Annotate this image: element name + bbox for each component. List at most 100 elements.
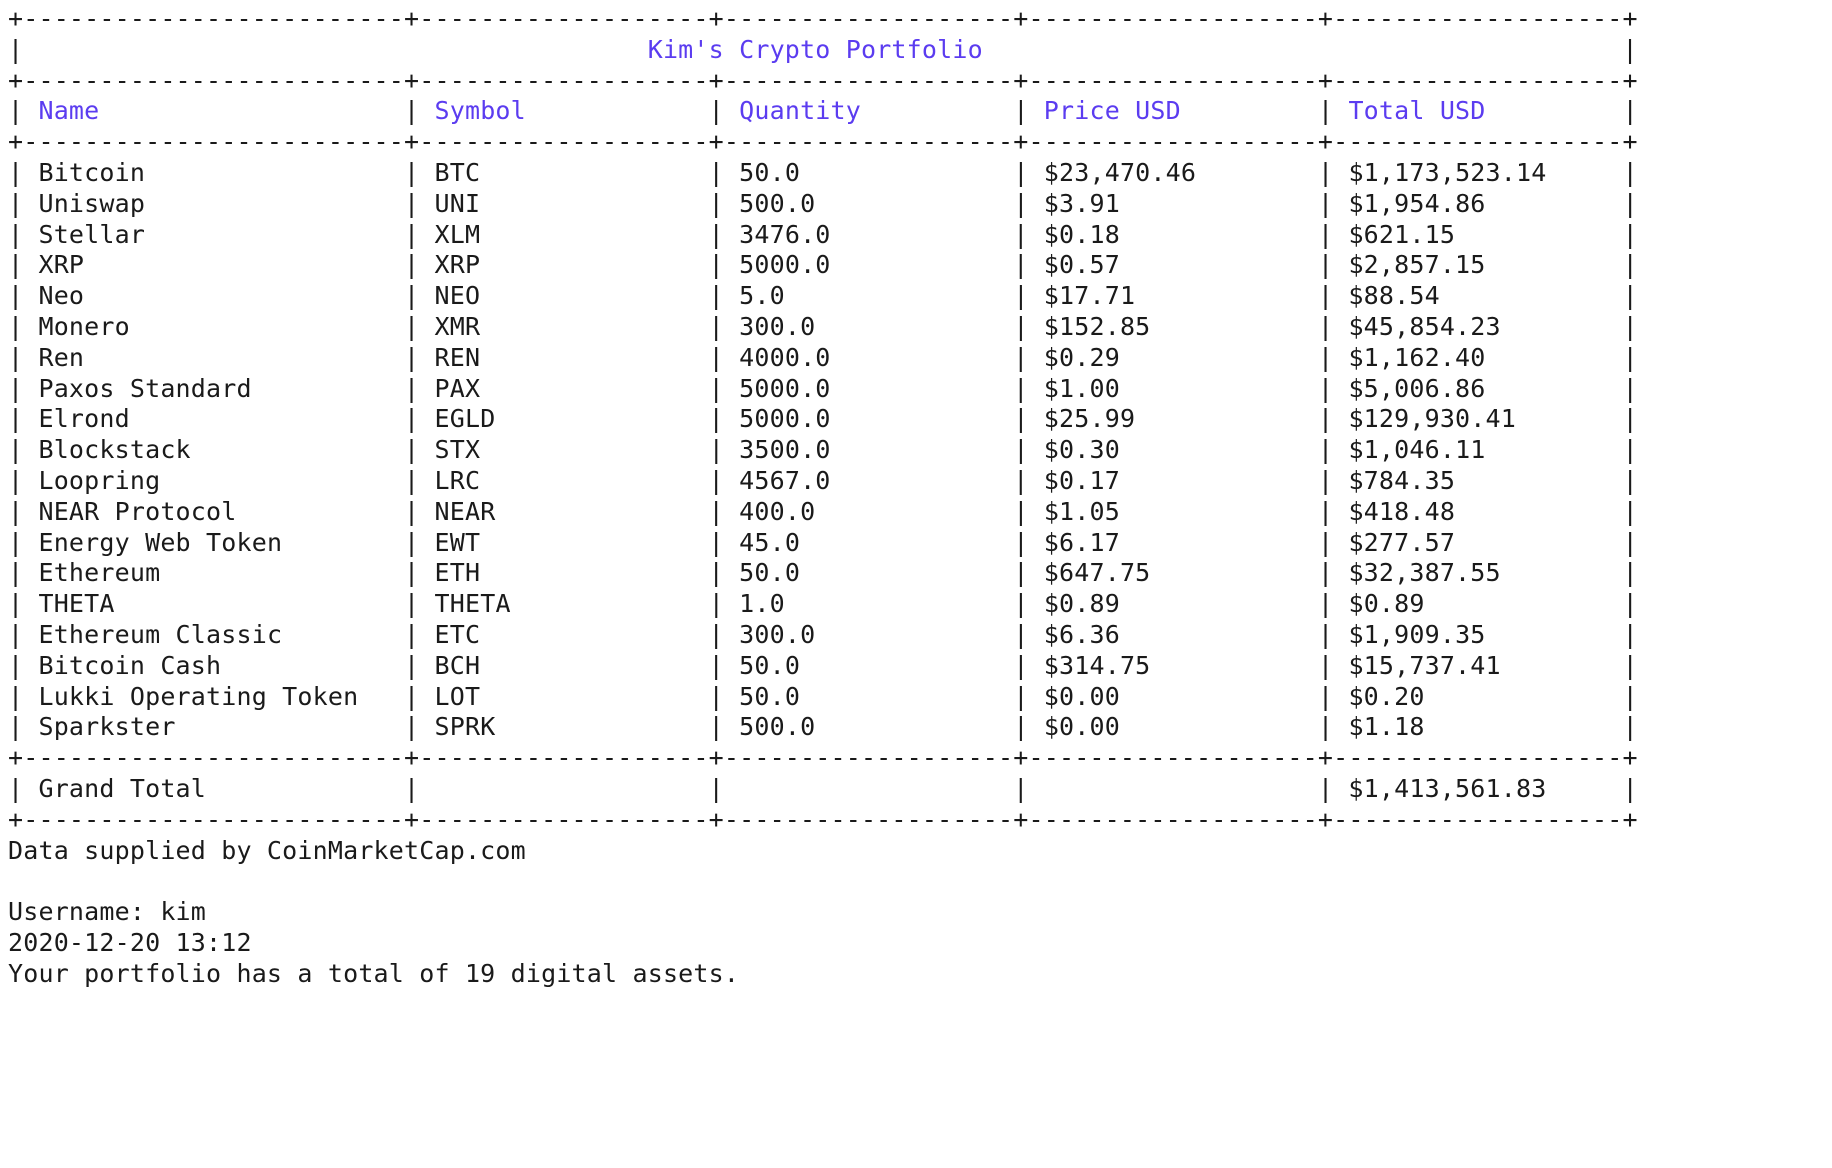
column-header-price-usd: Price USD bbox=[1043, 96, 1181, 126]
cell-name: Sparkster bbox=[38, 712, 176, 742]
cell-total: $5,006.86 bbox=[1348, 373, 1486, 403]
cell-quantity: 45.0 bbox=[739, 527, 801, 557]
table-row: | Ethereum | ETH | 50.0 | $647.75 | $32,… bbox=[8, 558, 1638, 588]
summary-line: Your portfolio has a total of 19 digital… bbox=[8, 959, 1638, 990]
cell-name: Stellar bbox=[38, 219, 146, 249]
cell-price: $152.85 bbox=[1043, 311, 1151, 341]
cell-quantity: 300.0 bbox=[739, 619, 816, 649]
cell-symbol: ETH bbox=[434, 558, 481, 588]
data-source-line: Data supplied by CoinMarketCap.com bbox=[8, 836, 1638, 867]
cell-symbol: LRC bbox=[434, 465, 481, 495]
table-border-body: +-------------------------+-------------… bbox=[8, 127, 1638, 157]
table-row: | THETA | THETA | 1.0 | $0.89 | $0.89 | bbox=[8, 589, 1638, 619]
cell-quantity: 5.0 bbox=[739, 281, 785, 311]
cell-price: $3.91 bbox=[1043, 188, 1120, 218]
table-row: | XRP | XRP | 5000.0 | $0.57 | $2,857.15… bbox=[8, 250, 1638, 280]
cell-name: NEAR Protocol bbox=[38, 496, 237, 526]
cell-price: $0.89 bbox=[1043, 589, 1120, 619]
cell-quantity: 3476.0 bbox=[739, 219, 831, 249]
grand-total-row: | Grand Total | | | | $1,413,561.83 | bbox=[8, 773, 1638, 803]
table-row: | Ren | REN | 4000.0 | $0.29 | $1,162.40… bbox=[8, 342, 1638, 372]
cell-symbol: BCH bbox=[434, 650, 481, 680]
cell-quantity: 500.0 bbox=[739, 712, 816, 742]
cell-quantity: 5000.0 bbox=[739, 373, 831, 403]
cell-name: Bitcoin bbox=[38, 157, 146, 187]
cell-quantity: 50.0 bbox=[739, 650, 801, 680]
cell-name: Elrond bbox=[38, 404, 130, 434]
cell-price: $0.00 bbox=[1043, 681, 1120, 711]
table-row: | Neo | NEO | 5.0 | $17.71 | $88.54 | bbox=[8, 281, 1638, 311]
portfolio-title: Kim's Crypto Portfolio bbox=[647, 34, 983, 64]
cell-price: $25.99 bbox=[1043, 404, 1136, 434]
column-header-quantity: Quantity bbox=[739, 96, 861, 126]
cell-total: $32,387.55 bbox=[1348, 558, 1501, 588]
terminal-output: +-------------------------+-------------… bbox=[8, 4, 1638, 990]
cell-name: Blockstack bbox=[38, 435, 191, 465]
table-row: | Ethereum Classic | ETC | 300.0 | $6.36… bbox=[8, 619, 1638, 649]
cell-name: Bitcoin Cash bbox=[38, 650, 222, 680]
cell-price: $6.36 bbox=[1043, 619, 1120, 649]
cell-quantity: 300.0 bbox=[739, 311, 816, 341]
cell-name: Paxos Standard bbox=[38, 373, 252, 403]
grand-total-value: $1,413,561.83 bbox=[1348, 773, 1547, 803]
cell-price: $0.57 bbox=[1043, 250, 1120, 280]
cell-total: $1.18 bbox=[1348, 712, 1425, 742]
summary-line-text: Your portfolio has a total of 19 digital… bbox=[8, 958, 740, 988]
table-row: | Bitcoin | BTC | 50.0 | $23,470.46 | $1… bbox=[8, 157, 1638, 187]
cell-total: $277.57 bbox=[1348, 527, 1456, 557]
timestamp-line: 2020-12-20 13:12 bbox=[8, 928, 1638, 959]
cell-price: $23,470.46 bbox=[1043, 157, 1197, 187]
cell-symbol: XLM bbox=[434, 219, 481, 249]
username-line-text: Username: kim bbox=[8, 897, 207, 927]
cell-total: $621.15 bbox=[1348, 219, 1456, 249]
data-source-line-text: Data supplied by CoinMarketCap.com bbox=[8, 835, 526, 865]
cell-symbol: XRP bbox=[434, 250, 481, 280]
table-row: | Bitcoin Cash | BCH | 50.0 | $314.75 | … bbox=[8, 650, 1638, 680]
column-header-total-usd: Total USD bbox=[1348, 96, 1486, 126]
table-header-row: | Name | Symbol | Quantity | Price USD |… bbox=[8, 96, 1638, 126]
cell-total: $1,954.86 bbox=[1348, 188, 1486, 218]
cell-total: $1,173,523.14 bbox=[1348, 157, 1547, 187]
cell-price: $1.00 bbox=[1043, 373, 1120, 403]
cell-name: Lukki Operating Token bbox=[38, 681, 359, 711]
cell-total: $15,737.41 bbox=[1348, 650, 1501, 680]
cell-total: $1,909.35 bbox=[1348, 619, 1486, 649]
cell-quantity: 50.0 bbox=[739, 558, 801, 588]
cell-name: Ethereum bbox=[38, 558, 161, 588]
table-border-header: +-------------------------+-------------… bbox=[8, 65, 1638, 95]
table-row: | Monero | XMR | 300.0 | $152.85 | $45,8… bbox=[8, 311, 1638, 341]
cell-name: Monero bbox=[38, 311, 130, 341]
blank-line bbox=[8, 866, 1638, 897]
table-row: | Elrond | EGLD | 5000.0 | $25.99 | $129… bbox=[8, 404, 1638, 434]
table-title-row: | Kim's Crypto Portfolio | bbox=[8, 34, 1638, 64]
cell-price: $6.17 bbox=[1043, 527, 1120, 557]
cell-symbol: NEAR bbox=[434, 496, 496, 526]
table-row: | NEAR Protocol | NEAR | 400.0 | $1.05 |… bbox=[8, 496, 1638, 526]
username-line: Username: kim bbox=[8, 897, 1638, 928]
cell-name: Energy Web Token bbox=[38, 527, 283, 557]
column-header-symbol: Symbol bbox=[434, 96, 526, 126]
cell-symbol: BTC bbox=[434, 157, 481, 187]
table-border-bottom: +-------------------------+-------------… bbox=[8, 804, 1638, 834]
cell-symbol: EGLD bbox=[434, 404, 496, 434]
table-row: | Blockstack | STX | 3500.0 | $0.30 | $1… bbox=[8, 435, 1638, 465]
cell-symbol: UNI bbox=[434, 188, 481, 218]
cell-symbol: XMR bbox=[434, 311, 481, 341]
cell-quantity: 400.0 bbox=[739, 496, 816, 526]
cell-price: $1.05 bbox=[1043, 496, 1120, 526]
table-border-top: +-------------------------+-------------… bbox=[8, 4, 1638, 33]
cell-name: Ren bbox=[38, 342, 85, 372]
cell-name: Ethereum Classic bbox=[38, 619, 283, 649]
cell-total: $88.54 bbox=[1348, 281, 1440, 311]
cell-total: $1,162.40 bbox=[1348, 342, 1486, 372]
cell-quantity: 1.0 bbox=[739, 589, 785, 619]
cell-quantity: 500.0 bbox=[739, 188, 816, 218]
cell-total: $418.48 bbox=[1348, 496, 1456, 526]
cell-price: $17.71 bbox=[1043, 281, 1136, 311]
table-row: | Loopring | LRC | 4567.0 | $0.17 | $784… bbox=[8, 465, 1638, 495]
cell-quantity: 3500.0 bbox=[739, 435, 831, 465]
cell-name: Neo bbox=[38, 281, 85, 311]
cell-quantity: 4000.0 bbox=[739, 342, 831, 372]
grand-total-label: Grand Total bbox=[38, 773, 207, 803]
cell-quantity: 50.0 bbox=[739, 681, 801, 711]
